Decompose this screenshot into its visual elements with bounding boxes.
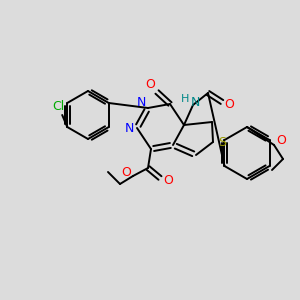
Text: O: O (163, 173, 173, 187)
Text: Cl: Cl (52, 100, 64, 112)
Text: N: N (136, 97, 146, 110)
Text: O: O (224, 98, 234, 110)
Text: O: O (145, 79, 155, 92)
Text: H: H (181, 94, 189, 104)
Text: N: N (124, 122, 134, 134)
Text: O: O (276, 134, 286, 148)
Text: O: O (121, 166, 131, 178)
Text: N: N (190, 95, 200, 109)
Text: S: S (218, 136, 226, 148)
